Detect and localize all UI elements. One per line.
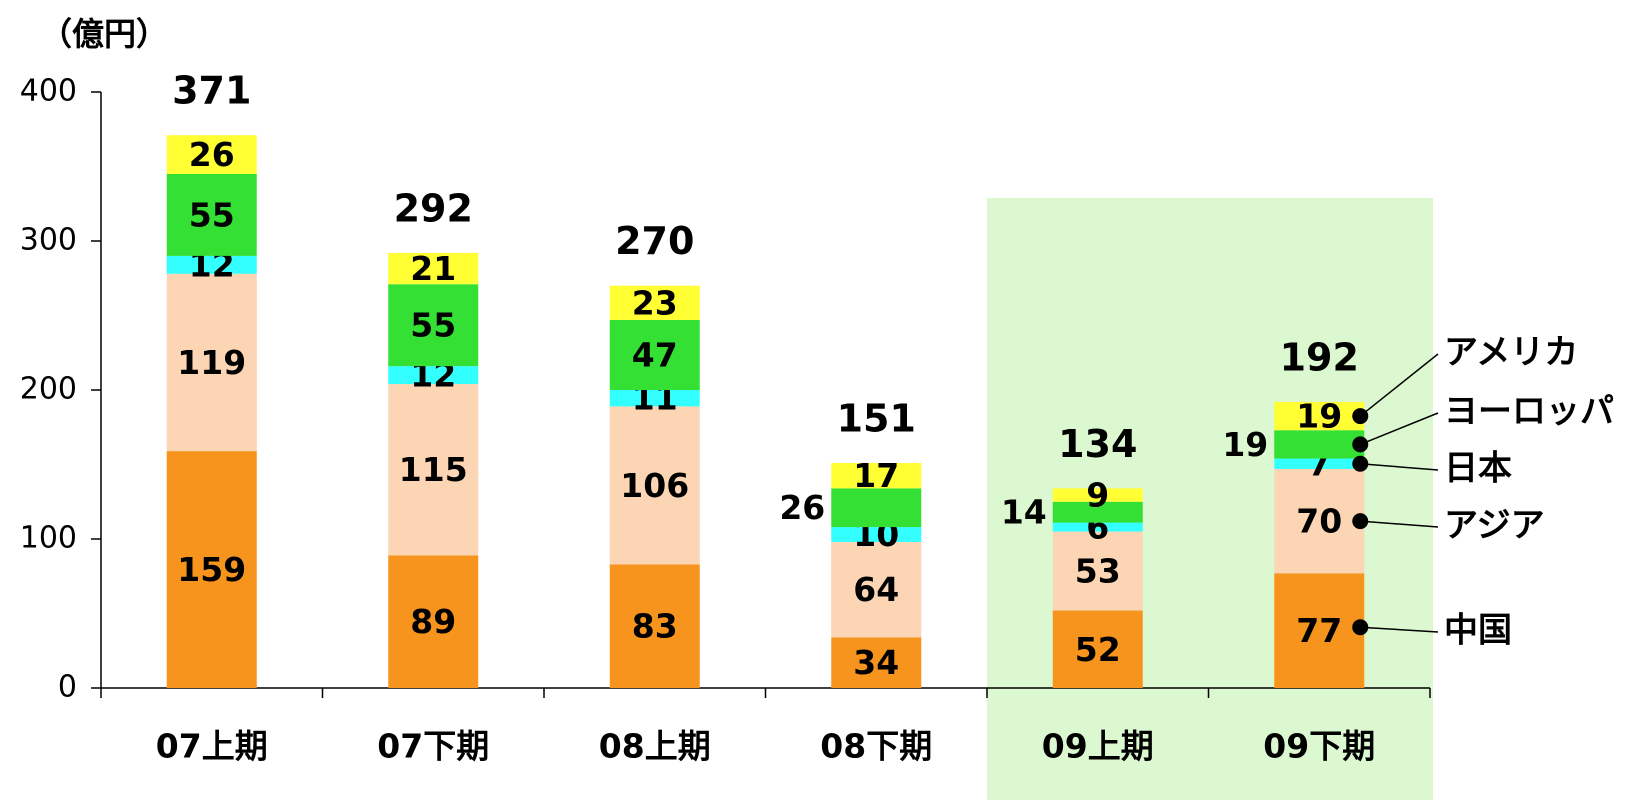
value-label: 34 [853,643,899,682]
y-tick-label: 300 [20,223,77,258]
bar-segment [388,284,479,367]
value-label: 64 [853,570,899,609]
legend-dot [1352,436,1369,453]
y-tick-label: 200 [20,372,77,407]
bar-segment [388,555,479,688]
bar-segment [1274,458,1365,469]
value-label: 106 [620,466,689,505]
bar-segment [166,135,257,174]
bar-segment [831,637,922,688]
total-label: 292 [394,186,473,230]
legend-leader [1360,626,1439,633]
x-tick-label: 08下期 [820,727,932,766]
bar-segment [166,173,257,256]
value-label: 47 [632,335,678,374]
value-label: 89 [410,602,456,641]
y-tick-label: 0 [58,670,77,705]
legend-dot [1352,455,1369,472]
bar-segment [609,406,700,565]
legend-label: アジア [1444,506,1545,546]
legend-leader [1360,463,1439,471]
unit-label: （億円） [40,15,168,53]
value-label: 26 [189,135,235,174]
legend-dot [1352,408,1369,425]
bar-segment [609,564,700,688]
value-label: 17 [853,456,899,495]
bar-segment [388,252,479,285]
legend-label: 中国 [1444,611,1512,651]
x-tick-label: 07下期 [377,727,489,766]
legend-label: 日本 [1444,449,1512,489]
total-label: 192 [1280,335,1359,379]
total-label: 371 [172,69,251,113]
value-label: 83 [632,607,678,646]
value-label: 77 [1296,611,1342,650]
bar-segment [609,390,700,407]
y-tick-label: 100 [20,521,77,556]
value-label: 52 [1075,630,1121,669]
value-label: 159 [177,550,246,589]
x-tick-label: 08上期 [599,727,711,766]
total-label: 270 [615,219,694,263]
value-label: 9 [1086,476,1109,515]
value-label: 53 [1075,552,1121,591]
total-label: 134 [1058,422,1137,466]
bar-segment [831,541,922,638]
value-label: 55 [410,306,456,345]
bar-segment [166,255,257,274]
bar-segment [609,285,700,320]
bar-segment [609,319,700,390]
x-tick-label: 07上期 [156,727,268,766]
bar-segment [1274,573,1365,688]
bar-segment [1274,401,1365,431]
x-tick-label: 09上期 [1042,727,1154,766]
bar-segment [1052,488,1143,502]
bar-segment [831,527,922,542]
bar-segment [1052,531,1143,611]
bar-segment [1052,522,1143,532]
value-label: 21 [410,249,456,288]
bar-segment [1052,501,1143,523]
value-label: 19 [1296,397,1342,436]
legend-leader [1359,412,1439,446]
legend-leader [1360,520,1439,528]
legend-dot [1352,619,1369,636]
value-label: 115 [399,450,468,489]
bar-segment [1052,610,1143,688]
legend-label: アメリカ [1444,333,1578,373]
value-label: 26 [779,488,825,527]
bar-segment [1274,430,1365,459]
bar-segment [388,384,479,556]
value-label: 23 [632,283,678,322]
x-tick-label: 09下期 [1263,727,1375,766]
y-tick-label: 400 [20,74,77,109]
value-label: 14 [1001,493,1047,532]
value-label: 119 [177,343,246,382]
legend-dot [1352,513,1369,530]
total-label: 151 [837,397,916,441]
bar-segment [388,366,479,385]
bar-segment [831,463,922,489]
bar-segment [831,488,922,528]
legend-label: ヨーロッパ [1444,392,1614,432]
bar-segment [1274,468,1365,574]
value-label: 70 [1296,502,1342,541]
value-label: 19 [1222,425,1268,464]
legend-leader [1359,353,1439,417]
bar-segment [166,451,257,688]
value-label: 55 [189,195,235,234]
bar-segment [166,273,257,452]
